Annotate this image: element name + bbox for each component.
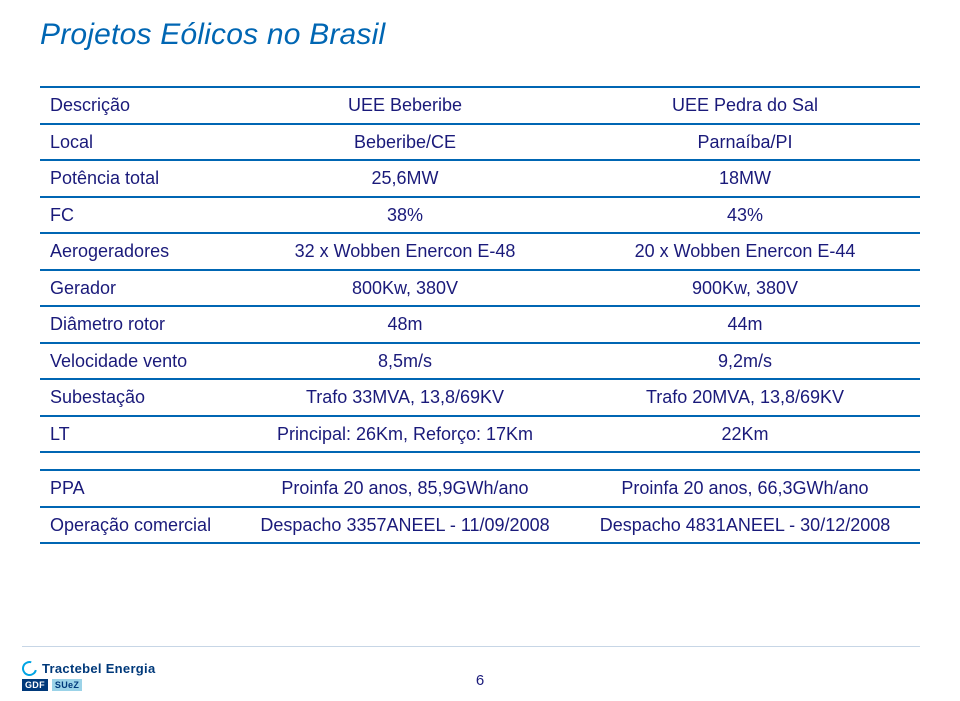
table-row: Velocidade vento8,5m/s9,2m/s (40, 343, 920, 380)
swirl-icon (19, 658, 39, 678)
row-col2: 9,2m/s (570, 343, 920, 380)
slide-title: Projetos Eólicos no Brasil (40, 18, 920, 52)
table-row: LTPrincipal: 26Km, Reforço: 17Km22Km (40, 416, 920, 453)
row-col1: Proinfa 20 anos, 85,9GWh/ano (240, 470, 570, 507)
row-col1: 38% (240, 197, 570, 234)
row-col2: 44m (570, 306, 920, 343)
page-number: 6 (476, 672, 484, 689)
row-col2: 22Km (570, 416, 920, 453)
table-row: FC38%43% (40, 197, 920, 234)
row-col1: 25,6MW (240, 160, 570, 197)
projects-table: DescriçãoUEE BeberibeUEE Pedra do SalLoc… (40, 86, 920, 544)
table-row: SubestaçãoTrafo 33MVA, 13,8/69KVTrafo 20… (40, 379, 920, 416)
table-row: LocalBeberibe/CEParnaíba/PI (40, 124, 920, 161)
table-row: Aerogeradores32 x Wobben Enercon E-4820 … (40, 233, 920, 270)
row-label: Descrição (40, 87, 240, 124)
table-row: Operação comercialDespacho 3357ANEEL - 1… (40, 507, 920, 544)
row-col1: 8,5m/s (240, 343, 570, 380)
row-col1: Beberibe/CE (240, 124, 570, 161)
tractebel-text: Tractebel Energia (42, 661, 155, 676)
row-col1: UEE Beberibe (240, 87, 570, 124)
row-col2: Parnaíba/PI (570, 124, 920, 161)
row-col2: UEE Pedra do Sal (570, 87, 920, 124)
row-label: Velocidade vento (40, 343, 240, 380)
suez-text: SUeZ (52, 679, 82, 691)
row-label: Potência total (40, 160, 240, 197)
table-row: Potência total25,6MW18MW (40, 160, 920, 197)
row-label: Diâmetro rotor (40, 306, 240, 343)
row-col2: Proinfa 20 anos, 66,3GWh/ano (570, 470, 920, 507)
row-label: FC (40, 197, 240, 234)
row-col2: 43% (570, 197, 920, 234)
row-label: Gerador (40, 270, 240, 307)
table-row: DescriçãoUEE BeberibeUEE Pedra do Sal (40, 87, 920, 124)
row-label: LT (40, 416, 240, 453)
table-row: Diâmetro rotor48m44m (40, 306, 920, 343)
row-col2: 18MW (570, 160, 920, 197)
row-col1: 48m (240, 306, 570, 343)
gdf-text: GDF (22, 679, 48, 691)
row-col1: Despacho 3357ANEEL - 11/09/2008 (240, 507, 570, 544)
row-col1: Trafo 33MVA, 13,8/69KV (240, 379, 570, 416)
table-row: Gerador800Kw, 380V900Kw, 380V (40, 270, 920, 307)
row-label: Aerogeradores (40, 233, 240, 270)
row-col2: 900Kw, 380V (570, 270, 920, 307)
row-label: Operação comercial (40, 507, 240, 544)
row-col2: Despacho 4831ANEEL - 30/12/2008 (570, 507, 920, 544)
table-gap (40, 452, 920, 470)
row-col2: Trafo 20MVA, 13,8/69KV (570, 379, 920, 416)
footer-rule (22, 646, 920, 647)
footer-logo: Tractebel Energia GDF SUeZ (22, 661, 155, 691)
row-col1: 800Kw, 380V (240, 270, 570, 307)
row-col1: 32 x Wobben Enercon E-48 (240, 233, 570, 270)
tractebel-logo: Tractebel Energia (22, 661, 155, 676)
gdf-suez-logo: GDF SUeZ (22, 679, 155, 691)
row-col1: Principal: 26Km, Reforço: 17Km (240, 416, 570, 453)
row-col2: 20 x Wobben Enercon E-44 (570, 233, 920, 270)
table-row: PPAProinfa 20 anos, 85,9GWh/anoProinfa 2… (40, 470, 920, 507)
row-label: PPA (40, 470, 240, 507)
row-label: Local (40, 124, 240, 161)
row-label: Subestação (40, 379, 240, 416)
